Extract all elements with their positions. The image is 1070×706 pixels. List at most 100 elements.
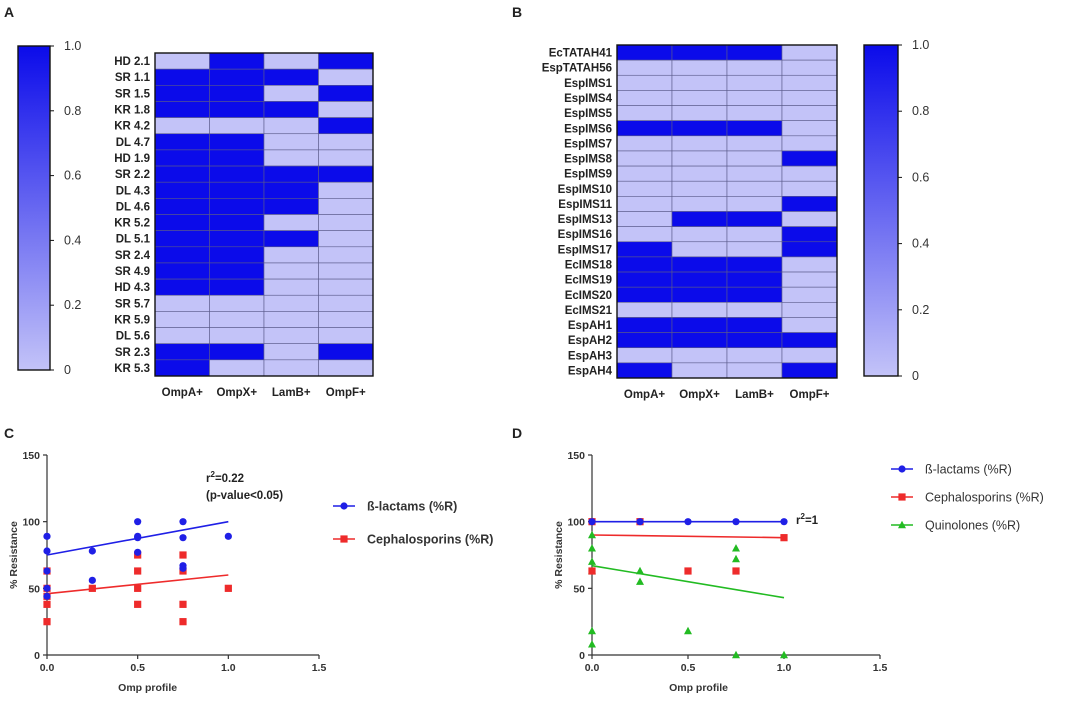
data-point [780,518,788,526]
data-point [43,547,51,555]
heatmap-cell [154,181,210,199]
heatmap-cell [209,294,265,312]
heatmap-cell [781,211,838,227]
heatmap-row-label: KR 1.8 [114,105,150,117]
heatmap-cell [263,262,319,280]
heatmap-cell [318,198,374,215]
heatmap-cell [616,226,673,243]
regression-line [591,564,785,599]
data-point [732,567,740,575]
heatmap-cell [263,246,319,264]
heatmap-cell [671,90,728,106]
heatmap-row-label: DL 4.7 [116,137,150,149]
p-value-annotation: (p-value<0.05) [206,490,283,502]
heatmap-cell [781,59,838,76]
data-point [224,584,232,592]
r-squared-annotation: r2=0.22 [206,470,244,485]
data-point [43,567,51,575]
heatmap-cell [726,271,783,288]
heatmap-column-label: LamB+ [272,387,311,399]
heatmap-cell [781,226,838,243]
heatmap-cell [318,311,374,328]
legend-marker [898,520,906,529]
heatmap-cell [209,327,265,344]
heatmap-cell [671,74,728,91]
heatmap-cell [318,85,374,102]
heatmap-cell [616,362,673,379]
data-point [588,518,596,526]
heatmap-cell [726,120,783,137]
heatmap-cell [263,294,319,312]
data-point [43,584,51,592]
heatmap-cell [154,262,210,280]
heatmap-cell [263,117,319,135]
heatmap-cell [671,59,728,76]
heatmap-row-label: EspIMS16 [558,229,612,241]
data-point [134,518,142,526]
heatmap-row-label: SR 2.4 [115,250,151,262]
heatmap-cell [154,117,210,135]
heatmap-cell [616,271,673,288]
heatmap-cell [209,198,265,215]
heatmap-cell [616,180,673,197]
heatmap-cell [726,211,783,227]
heatmap-row-label: EcTATAH41 [549,48,613,60]
heatmap-row-label: HD 4.3 [114,282,150,294]
data-point [134,548,142,556]
data-point [43,532,51,540]
heatmap-cell [318,133,374,151]
heatmap-row-label: EspIMS10 [558,184,612,196]
heatmap-cell [671,150,728,167]
y-tick-label: 100 [567,517,585,529]
heatmap-cell [209,133,265,151]
heatmap-cell [263,85,319,102]
y-tick-label: 0 [34,650,40,662]
heatmap-cell [781,90,838,106]
heatmap-cell [671,362,728,379]
heatmap-cell [263,198,319,215]
x-tick-label: 0.5 [681,662,696,674]
heatmap-cell [263,52,319,70]
heatmap-cell [263,359,319,377]
heatmap-cell [209,117,265,135]
heatmap-cell [154,359,210,377]
data-point [179,518,187,526]
heatmap-cell [318,327,374,344]
heatmap-cell [263,327,319,344]
heatmap-row-label: EspIMS5 [564,108,613,120]
data-point [88,584,96,592]
heatmap-row-label: EcIMS20 [565,290,612,302]
heatmap-column-label: OmpX+ [679,389,720,401]
heatmap-cell [781,120,838,137]
heatmap-cell [154,294,210,312]
heatmap-row-label: KR 4.2 [114,121,150,133]
heatmap-cell [318,149,374,167]
heatmap-cell [616,135,673,152]
heatmap-cell [726,347,783,364]
heatmap-cell [154,52,210,70]
heatmap-frame [616,44,838,379]
heatmap-cell [726,317,783,333]
heatmap-row-label: KR 5.3 [114,363,150,375]
heatmap-cell [671,211,728,227]
heatmap-row-label: SR 1.1 [115,72,151,84]
data-point [179,534,187,542]
data-point [43,600,51,608]
heatmap-cell [616,196,673,212]
legend-label: Cephalosporins (%R) [367,533,493,547]
heatmap-cell [781,317,838,333]
x-tick-label: 0.0 [585,662,600,674]
y-tick-label: 100 [22,517,40,529]
data-point [43,618,51,626]
heatmap-row-label: EspIMS17 [558,244,612,256]
heatmap-row-label: KR 5.9 [114,314,150,326]
colorbar-tick-label: 0 [912,369,919,383]
data-point [780,534,788,542]
data-point [636,577,644,585]
heatmap-cell [154,68,210,86]
heatmap-cell [781,332,838,349]
heatmap-cell [781,165,838,182]
heatmap-cell [209,246,265,264]
data-point [684,626,692,635]
heatmap-cell [209,85,265,102]
